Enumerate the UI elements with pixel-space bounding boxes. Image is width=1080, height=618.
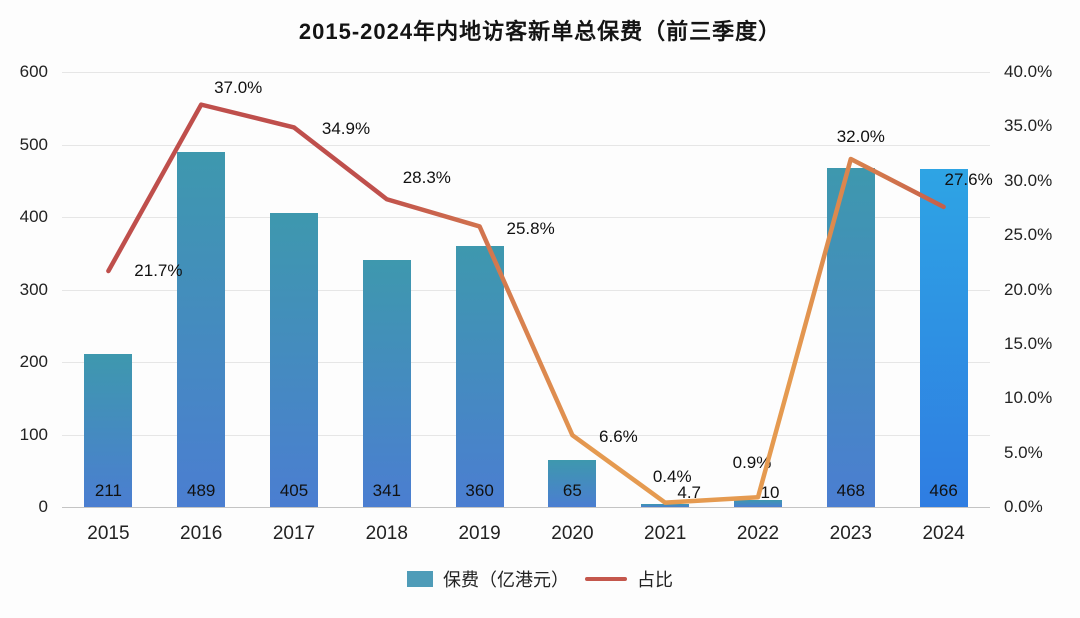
y-axis-right-tick-label: 25.0% [1004,225,1053,245]
bar-value-label: 341 [372,481,401,500]
line-point-label: 25.8% [506,219,555,239]
bar-value-label: 65 [562,481,582,500]
line-point-label: 0.4% [652,466,692,486]
bar-series-swatch [407,571,433,587]
y-axis-left-tick-label: 300 [19,279,48,299]
legend-item-ratio: 占比 [585,566,673,592]
legend-label-ratio: 占比 [637,570,673,590]
line-point-label: 27.6% [944,169,993,189]
line-point-label: 6.6% [599,427,638,447]
bar-value-label: 466 [929,481,958,500]
bar [826,167,875,507]
x-axis-tick-label: 2023 [829,523,872,544]
legend-label-premium: 保费（亿港元） [443,570,569,590]
y-axis-right-tick-label: 40.0% [1004,62,1053,81]
x-axis-tick-label: 2021 [644,523,687,544]
line-point-label: 28.3% [402,168,451,188]
y-axis-right-tick-label: 0.0% [1004,497,1043,516]
x-axis-tick-label: 2019 [458,523,501,544]
bar [177,152,226,507]
bar [641,503,690,507]
bar-value-label: 489 [187,481,216,500]
bar [270,213,318,507]
y-axis-left-tick-label: 0 [38,497,48,516]
bar-value-label: 405 [279,481,309,500]
y-axis-left-tick-label: 100 [19,424,48,444]
bar [362,259,411,507]
legend-item-premium: 保费（亿港元） [407,566,569,592]
y-axis-right-tick-label: 5.0% [1004,442,1043,462]
x-axis-tick-label: 2016 [180,523,223,544]
x-axis-tick-label: 2018 [365,523,408,544]
bar-value-label: 468 [836,481,865,500]
y-axis-right-tick-label: 10.0% [1004,388,1053,408]
y-axis-right-tick-label: 15.0% [1004,333,1053,353]
line-point-label: 37.0% [214,77,263,97]
y-axis-left-tick-label: 200 [19,352,48,371]
line-series-swatch [585,577,627,581]
x-axis-tick-label: 2024 [922,523,965,544]
grid-line [62,507,990,508]
bar [455,246,504,507]
legend: 保费（亿港元） 占比 [407,566,673,592]
x-axis-tick-label: 2022 [736,523,780,544]
line-point-label: 34.9% [321,119,371,139]
line-point-label: 0.9% [732,453,772,473]
y-axis-left-tick-label: 600 [19,62,48,81]
grid-line [62,72,990,73]
chart-title: 2015-2024年内地访客新单总保费（前三季度） [298,19,782,44]
y-axis-left-tick-label: 400 [19,207,48,226]
bar-value-label: 360 [465,481,494,500]
x-axis-tick-label: 2017 [272,523,316,544]
y-axis-right-tick-label: 30.0% [1004,170,1053,190]
y-axis-right-tick-label: 35.0% [1004,116,1053,136]
y-axis-right-tick-label: 20.0% [1004,279,1053,299]
x-axis-tick-label: 2015 [87,523,130,544]
bar-value-label: 10 [760,483,780,502]
bar-value-label: 211 [94,481,122,500]
bar [919,169,968,507]
line-point-label: 32.0% [836,127,885,146]
line-point-label: 21.7% [134,261,183,280]
x-axis-tick-label: 2020 [551,523,594,544]
y-axis-left-tick-label: 500 [19,134,48,154]
